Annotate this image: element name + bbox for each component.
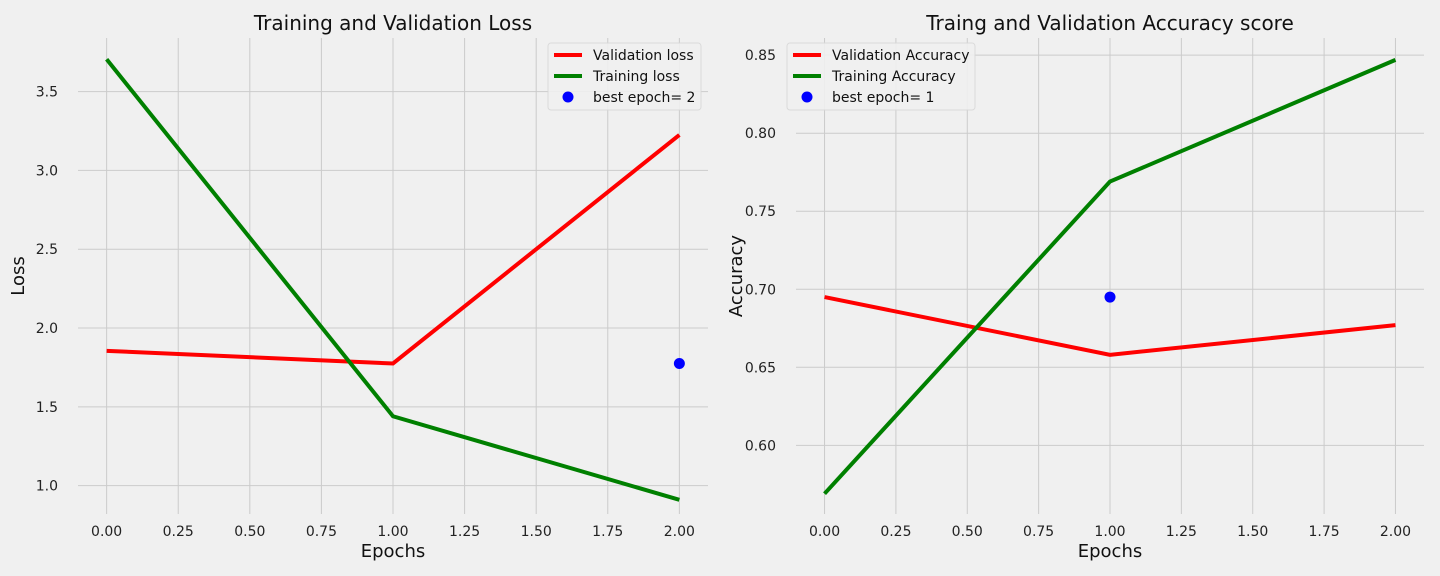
- best-epoch-point: [673, 357, 685, 369]
- x-tick-label: 2.00: [1380, 524, 1411, 540]
- x-tick-label: 1.75: [1309, 524, 1340, 540]
- y-tick-label: 2.0: [36, 321, 58, 337]
- x-tick-label: 0.00: [91, 524, 122, 540]
- y-tick-label: 0.85: [745, 48, 776, 64]
- y-axis-label: Loss: [8, 256, 29, 295]
- y-tick-label: 1.5: [36, 400, 58, 416]
- x-tick-label: 0.25: [880, 524, 911, 540]
- y-tick-label: 0.60: [745, 438, 776, 454]
- legend-label: best epoch= 1: [832, 90, 934, 106]
- series-line-2: [105, 58, 680, 502]
- y-tick-label: 0.70: [745, 282, 776, 298]
- y-tick-label: 3.5: [36, 85, 58, 101]
- series-line-1: [824, 295, 1396, 357]
- x-tick-label: 1.50: [1237, 524, 1268, 540]
- x-axis-label: Epochs: [1078, 541, 1143, 562]
- x-tick-label: 0.50: [234, 524, 265, 540]
- legend-box: [786, 42, 976, 111]
- y-tick-label: 1.0: [36, 479, 58, 495]
- chart-panel-2: 0.00 0.25 0.50 0.75 1.00 1.25 1.50 1.75 2.00 0.60…: [726, 11, 1424, 562]
- y-tick-label: 2.5: [36, 242, 58, 258]
- legend-label: Training Accuracy: [831, 69, 956, 85]
- legend-dot-swatch: [562, 91, 574, 103]
- x-tick-label: 0.25: [163, 524, 194, 540]
- legend-dot-swatch: [801, 91, 813, 103]
- chart-title: Traing and Validation Accuracy score: [925, 11, 1294, 35]
- x-tick-label: 1.25: [449, 524, 480, 540]
- y-tick-label: 3.0: [36, 163, 58, 179]
- x-tick-label: 1.75: [592, 524, 623, 540]
- series-line-2: [823, 58, 1397, 496]
- x-tick-label: 1.25: [1166, 524, 1197, 540]
- chart-title: Training and Validation Loss: [253, 11, 532, 35]
- legend: Validation loss Training loss best epoch= …: [547, 42, 702, 111]
- x-tick-label: 1.00: [377, 524, 408, 540]
- x-tick-label: 1.00: [1094, 524, 1125, 540]
- x-tick-label: 1.50: [521, 524, 552, 540]
- chart-panel-1: 0.00 0.25 0.50 0.75 1.00 1.25 1.50 1.75 2.00 1.0 1…: [8, 11, 708, 562]
- series-line-1: [106, 133, 681, 366]
- y-tick-label: 0.75: [745, 204, 776, 220]
- legend-box: [547, 42, 702, 111]
- x-tick-label: 0.50: [952, 524, 983, 540]
- y-tick-label: 0.65: [745, 360, 776, 376]
- y-tick-label: 0.80: [745, 126, 776, 142]
- legend-label: Training loss: [592, 69, 680, 85]
- y-axis-label: Accuracy: [726, 235, 747, 318]
- x-tick-label: 0.75: [1023, 524, 1054, 540]
- legend: Validation Accuracy Training Accuracy best…: [786, 42, 976, 111]
- x-tick-label: 2.00: [664, 524, 695, 540]
- legend-label: Validation loss: [593, 48, 694, 64]
- legend-label: Validation Accuracy: [832, 48, 970, 64]
- x-tick-label: 0.75: [306, 524, 337, 540]
- best-epoch-point: [1104, 291, 1116, 303]
- x-tick-label: 0.00: [809, 524, 840, 540]
- x-axis-label: Epochs: [361, 541, 426, 562]
- legend-label: best epoch= 2: [593, 90, 695, 106]
